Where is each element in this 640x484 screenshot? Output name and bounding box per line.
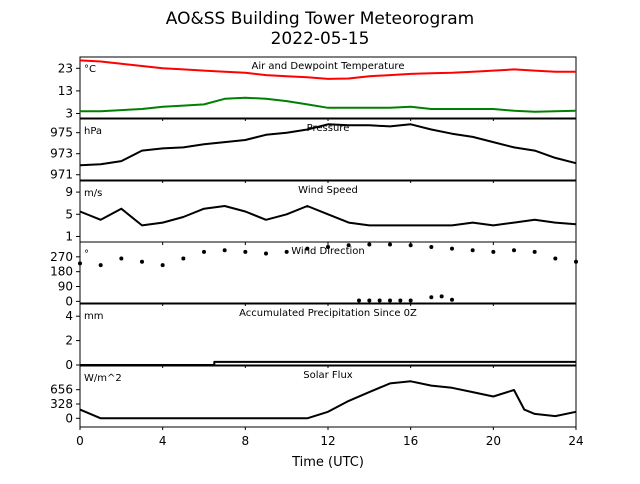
panel-2: 971 973 975 hPa Pressure: [50, 118, 577, 183]
y-tick-label: 180: [50, 265, 73, 279]
wind-direction-point: [388, 242, 392, 247]
figure-title: AO&SS Building Tower Meteorogram: [166, 9, 474, 29]
panel-title: Solar Flux: [303, 370, 353, 381]
wind-direction-point: [512, 248, 516, 253]
panel-unit-label: °: [84, 249, 89, 260]
series-line-2: [80, 96, 577, 113]
x-tick-label: 8: [242, 434, 250, 448]
wind-direction-point: [574, 259, 578, 264]
y-tick-label: 9: [65, 185, 73, 199]
wind-direction-point: [408, 243, 413, 248]
x-axis: 0 4 8 12 16 20 24: [76, 434, 583, 448]
y-tick-label: 0: [65, 294, 73, 308]
series-line-1: [79, 380, 577, 420]
x-tick-label: 20: [486, 434, 501, 448]
wind-direction-point: [367, 298, 372, 303]
series-line-1: [79, 59, 576, 80]
wind-direction-point: [429, 295, 434, 300]
y-tick-label: 971: [50, 168, 73, 182]
y-tick-label: 656: [50, 383, 73, 397]
series-line-1: [79, 123, 577, 167]
panel-title: Wind Speed: [298, 185, 358, 196]
wind-direction-point: [429, 244, 434, 249]
y-tick-label: 4: [65, 309, 73, 323]
panel-title: Pressure: [307, 123, 350, 134]
x-tick-label: 24: [568, 434, 583, 448]
wind-direction-point: [202, 249, 206, 254]
y-tick-label: 328: [50, 397, 73, 411]
y-tick-label: 90: [58, 280, 73, 294]
y-tick-label: 3: [65, 106, 73, 120]
wind-direction-point: [439, 294, 444, 299]
series-line-1: [80, 360, 576, 366]
wind-direction-point: [408, 298, 413, 303]
panel-title: Accumulated Precipitation Since 0Z: [239, 308, 417, 319]
wind-direction-point: [357, 298, 361, 303]
series-line-1: [79, 205, 577, 227]
wind-direction-point: [222, 248, 227, 253]
panel-title: Air and Dewpoint Temperature: [252, 61, 405, 72]
y-tick-label: 973: [50, 147, 73, 161]
figure-subtitle: 2022-05-15: [271, 29, 370, 49]
y-tick-label: 975: [50, 126, 73, 140]
x-tick-label: 12: [320, 434, 335, 448]
panel-title: Wind Direction: [291, 246, 365, 257]
wind-direction-point: [326, 244, 330, 249]
panel-1: 3 13 23 °C Air and Dewpoint Temperature: [58, 56, 577, 121]
x-tick-label: 4: [159, 434, 167, 448]
wind-direction-point: [450, 297, 454, 302]
panel-unit-label: W/m^2: [84, 373, 122, 384]
panel-unit-label: mm: [84, 311, 103, 322]
panel-unit-label: hPa: [84, 126, 102, 137]
wind-direction-point: [181, 256, 186, 261]
y-tick-label: 13: [58, 84, 73, 98]
panel-3: 1 5 9 m/s Wind Speed: [65, 180, 577, 245]
wind-direction-point: [398, 298, 403, 303]
wind-direction-point: [450, 246, 454, 251]
wind-direction-point: [367, 242, 372, 247]
x-tick-label: 0: [76, 434, 84, 448]
y-tick-label: 0: [65, 411, 73, 425]
wind-direction-point: [553, 256, 558, 261]
wind-direction-point: [305, 246, 310, 251]
panel-unit-label: °C: [84, 64, 96, 75]
y-tick-label: 0: [65, 358, 73, 372]
wind-direction-point: [377, 298, 382, 303]
x-axis-label: Time (UTC): [291, 455, 364, 470]
wind-direction-point: [491, 249, 496, 254]
panel-unit-label: m/s: [84, 188, 102, 199]
y-tick-label: 270: [50, 250, 73, 264]
panel-5: 0 2 4 mm Accumulated Precipitation Since 0Z: [65, 303, 577, 372]
y-tick-label: 23: [58, 61, 73, 75]
wind-direction-point: [284, 249, 289, 254]
wind-direction-point: [470, 248, 475, 253]
y-tick-label: 5: [65, 207, 73, 221]
x-tick-label: 16: [403, 434, 418, 448]
wind-direction-point: [160, 263, 165, 268]
wind-direction-point: [243, 249, 248, 254]
wind-direction-point: [78, 261, 82, 266]
wind-direction-point: [98, 263, 103, 268]
wind-direction-point: [140, 259, 144, 264]
wind-direction-point: [264, 251, 268, 256]
wind-direction-point: [388, 298, 392, 303]
y-tick-label: 2: [65, 334, 73, 348]
y-tick-label: 1: [65, 229, 73, 243]
wind-direction-point: [119, 256, 124, 261]
wind-direction-point: [346, 243, 351, 248]
wind-direction-point: [532, 249, 537, 254]
